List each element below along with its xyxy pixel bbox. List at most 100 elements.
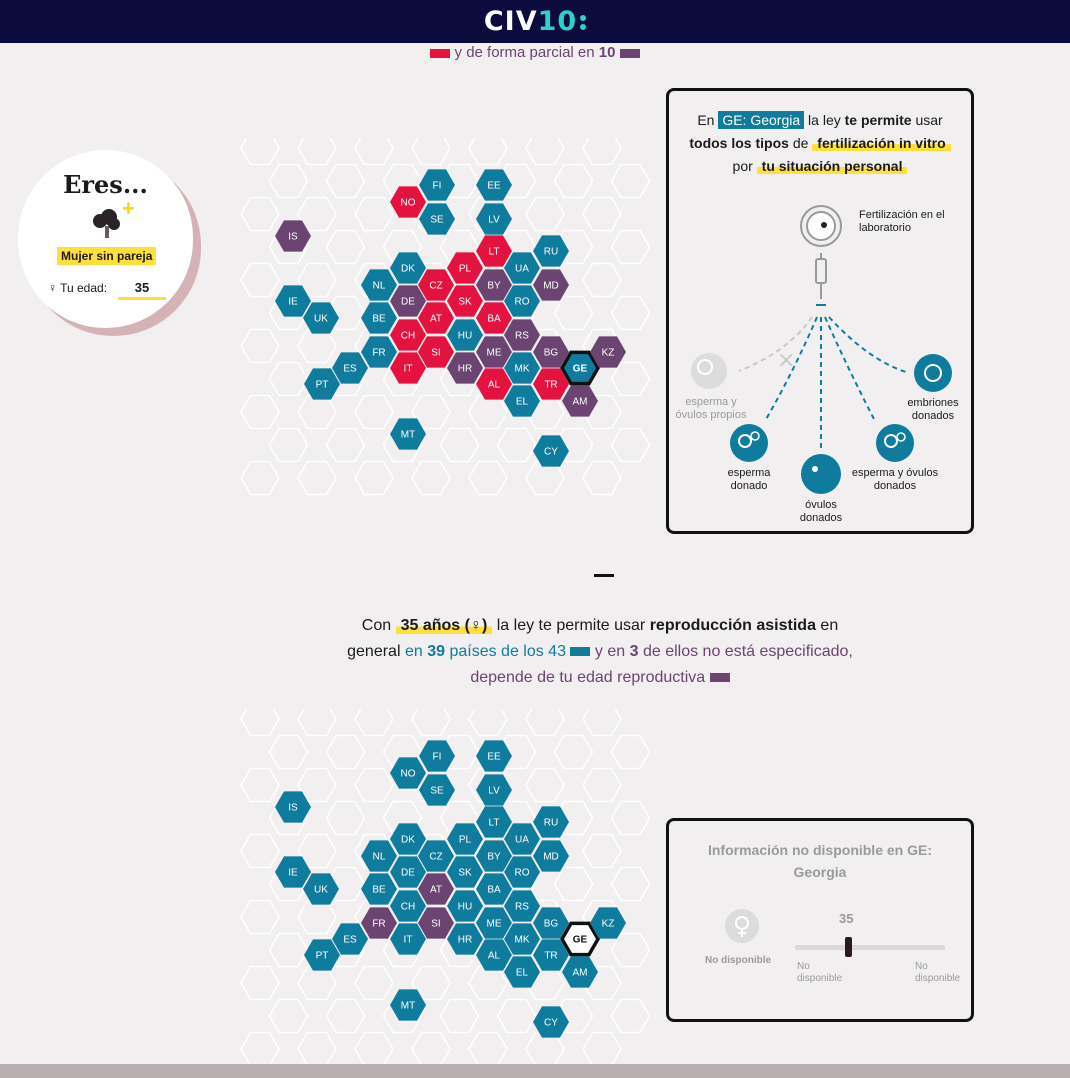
hex-country-es[interactable]: ES — [332, 352, 368, 384]
hex-country-md[interactable]: MD — [533, 840, 569, 872]
hex-country-ro[interactable]: RO — [504, 856, 540, 888]
hex-country-is[interactable]: IS — [275, 791, 311, 823]
hex-country-si[interactable]: SI — [418, 907, 454, 939]
hex-country-fr[interactable]: FR — [361, 907, 397, 939]
hex-country-fi[interactable]: FI — [419, 740, 455, 772]
hex-country-ru[interactable]: RU — [533, 806, 569, 838]
hex-country-ie[interactable]: IE — [275, 856, 311, 888]
hex-country-am[interactable]: AM — [562, 956, 598, 988]
hex-country-hr[interactable]: HR — [447, 923, 483, 955]
hex-country-lv[interactable]: LV — [476, 203, 512, 235]
hex-country-ge[interactable]: GE — [559, 350, 601, 386]
hex-country-sk[interactable]: SK — [447, 285, 483, 317]
hex-country-pt[interactable]: PT — [304, 368, 340, 400]
hex-country-me[interactable]: ME — [476, 907, 512, 939]
hex-country-uk[interactable]: UK — [303, 873, 339, 905]
hex-country-by[interactable]: BY — [476, 840, 512, 872]
hex-country-ch[interactable]: CH — [390, 890, 426, 922]
hex-country-be[interactable]: BE — [361, 302, 397, 334]
hex-country-nl[interactable]: NL — [361, 269, 397, 301]
hex-country-at[interactable]: AT — [418, 302, 454, 334]
hex-country-mk[interactable]: MK — [504, 352, 540, 384]
plus-gray-icon: × — [777, 348, 795, 373]
hex-country-se[interactable]: SE — [419, 203, 455, 235]
hex-country-ua[interactable]: UA — [504, 823, 540, 855]
egg-donor-icon — [801, 454, 841, 494]
section-divider — [594, 574, 614, 577]
profile-card[interactable]: Eres... + Mujer sin pareja ♀ Tu edad: 35 — [18, 150, 193, 328]
hex-country-hr[interactable]: HR — [447, 352, 483, 384]
hex-country-tr[interactable]: TR — [533, 939, 569, 971]
hex-country-lt[interactable]: LT — [476, 806, 512, 838]
hex-label: SK — [458, 297, 472, 308]
hex-country-by[interactable]: BY — [476, 269, 512, 301]
hex-country-ee[interactable]: EE — [476, 169, 512, 201]
hex-country-fi[interactable]: FI — [419, 169, 455, 201]
hex-country-se[interactable]: SE — [419, 774, 455, 806]
hex-country-cz[interactable]: CZ — [418, 840, 454, 872]
civ10-logo[interactable]: CIV10 — [0, 6, 1070, 37]
hex-country-it[interactable]: IT — [390, 352, 426, 384]
hex-country-hu[interactable]: HU — [447, 319, 483, 351]
hex-country-cy[interactable]: CY — [533, 435, 569, 467]
hex-country-me[interactable]: ME — [476, 336, 512, 368]
hex-map-age[interactable]: FI EE NO SE LV IS LT RU DK PL UA NL CZ BY MD IE DE SK RO UK… — [240, 709, 660, 1064]
hex-country-ch[interactable]: CH — [390, 319, 426, 351]
hex-country-ua[interactable]: UA — [504, 252, 540, 284]
hex-country-ba[interactable]: BA — [476, 873, 512, 905]
hex-country-no[interactable]: NO — [390, 186, 426, 218]
hex-country-de[interactable]: DE — [390, 856, 426, 888]
hex-country-md[interactable]: MD — [533, 269, 569, 301]
hex-country-bg[interactable]: BG — [533, 907, 569, 939]
age-slider-track[interactable] — [795, 945, 945, 950]
hex-country-mk[interactable]: MK — [504, 923, 540, 955]
hex-country-uk[interactable]: UK — [303, 302, 339, 334]
age-slider-thumb[interactable] — [845, 937, 852, 957]
hex-country-kz[interactable]: KZ — [590, 336, 626, 368]
hex-country-lv[interactable]: LV — [476, 774, 512, 806]
hex-shape — [447, 319, 483, 351]
hex-country-is[interactable]: IS — [275, 220, 311, 252]
hex-country-kz[interactable]: KZ — [590, 907, 626, 939]
hex-country-it[interactable]: IT — [390, 923, 426, 955]
hex-label: AT — [430, 314, 442, 325]
age-input[interactable]: 35 — [118, 280, 166, 300]
hex-country-rs[interactable]: RS — [504, 890, 540, 922]
hex-country-dk[interactable]: DK — [390, 823, 426, 855]
hex-country-be[interactable]: BE — [361, 873, 397, 905]
hex-country-ru[interactable]: RU — [533, 235, 569, 267]
hex-country-pl[interactable]: PL — [447, 252, 483, 284]
hex-country-tr[interactable]: TR — [533, 368, 569, 400]
hex-country-hu[interactable]: HU — [447, 890, 483, 922]
hex-country-dk[interactable]: DK — [390, 252, 426, 284]
hex-country-al[interactable]: AL — [476, 939, 512, 971]
hex-country-fr[interactable]: FR — [361, 336, 397, 368]
hex-country-bg[interactable]: BG — [533, 336, 569, 368]
hex-country-ba[interactable]: BA — [476, 302, 512, 334]
hex-country-pl[interactable]: PL — [447, 823, 483, 855]
hex-country-ie[interactable]: IE — [275, 285, 311, 317]
hex-country-ge[interactable]: GE — [559, 921, 601, 957]
hex-country-nl[interactable]: NL — [361, 840, 397, 872]
hex-country-mt[interactable]: MT — [390, 989, 426, 1021]
hex-country-pt[interactable]: PT — [304, 939, 340, 971]
hex-country-si[interactable]: SI — [418, 336, 454, 368]
hex-country-el[interactable]: EL — [504, 956, 540, 988]
hex-country-ee[interactable]: EE — [476, 740, 512, 772]
hex-country-sk[interactable]: SK — [447, 856, 483, 888]
hex-country-al[interactable]: AL — [476, 368, 512, 400]
hex-country-lt[interactable]: LT — [476, 235, 512, 267]
hex-country-rs[interactable]: RS — [504, 319, 540, 351]
hex-country-es[interactable]: ES — [332, 923, 368, 955]
hex-country-mt[interactable]: MT — [390, 418, 426, 450]
hex-country-de[interactable]: DE — [390, 285, 426, 317]
hex-country-at[interactable]: AT — [418, 873, 454, 905]
hex-country-am[interactable]: AM — [562, 385, 598, 417]
mid-con: Con — [361, 617, 392, 634]
hex-map-ivf[interactable]: FI EE NO SE LV IS LT RU DK PL UA NL CZ BY MD IE DE SK RO UK… — [240, 138, 660, 528]
hex-country-el[interactable]: EL — [504, 385, 540, 417]
hex-country-cy[interactable]: CY — [533, 1006, 569, 1038]
hex-country-cz[interactable]: CZ — [418, 269, 454, 301]
hex-country-no[interactable]: NO — [390, 757, 426, 789]
hex-country-ro[interactable]: RO — [504, 285, 540, 317]
